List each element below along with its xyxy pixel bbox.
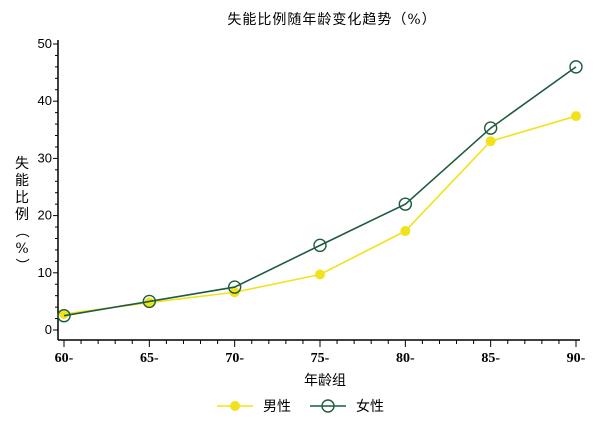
series-line <box>63 66 577 317</box>
legend-marker <box>321 399 335 413</box>
y-axis-title: 失能比例（%） <box>13 156 29 272</box>
y-axis-title-char: ） <box>13 258 29 272</box>
data-point <box>57 309 71 323</box>
data-point <box>569 60 583 74</box>
y-axis-title-char: 例 <box>15 207 29 223</box>
y-tick-label: 10 <box>38 265 52 280</box>
data-point <box>571 111 581 122</box>
y-axis-title-char: 能 <box>15 173 29 189</box>
y-axis-title-char: % <box>15 241 28 257</box>
data-point <box>398 197 413 211</box>
y-tick-label: 40 <box>38 93 52 108</box>
x-tick-label: 65- <box>140 351 159 366</box>
x-axis-title: 年龄组 <box>304 373 346 389</box>
y-ticks: 0 10 20 30 40 50 <box>38 36 58 337</box>
x-ticks: 60- 65- 70- 75- 80- 85- 90- <box>55 340 586 366</box>
x-tick-label: 90- <box>567 351 586 366</box>
y-tick-label: 20 <box>38 208 52 223</box>
series-line <box>63 115 577 315</box>
y-tick-label: 50 <box>38 36 52 51</box>
series-layer <box>57 60 583 323</box>
y-tick-label: 0 <box>45 322 52 337</box>
legend-label: 女性 <box>356 398 384 415</box>
data-point <box>313 238 327 253</box>
axes <box>57 40 580 341</box>
legend-item: 女性 <box>310 398 384 415</box>
x-tick-label: 85- <box>481 351 500 366</box>
legend-label: 男性 <box>263 399 291 415</box>
x-tick-label: 60- <box>55 351 74 366</box>
y-axis-title-char: 比 <box>15 190 29 206</box>
data-point <box>315 269 325 280</box>
data-point <box>142 294 157 309</box>
x-tick-label: 80- <box>396 351 415 366</box>
data-point <box>229 287 240 298</box>
data-point <box>483 121 498 135</box>
x-tick-label: 75- <box>311 351 330 366</box>
data-point <box>227 280 242 294</box>
y-axis-title-char: 失 <box>15 156 29 172</box>
legend-marker <box>230 401 240 411</box>
legend: 男性 女性 <box>217 398 384 415</box>
data-point <box>485 136 496 147</box>
legend-item: 男性 <box>217 399 291 415</box>
y-tick-label: 30 <box>38 150 52 165</box>
data-point <box>59 308 69 319</box>
x-tick-label: 70- <box>225 351 244 366</box>
series-2 <box>57 60 583 323</box>
data-point <box>144 297 155 308</box>
series-1 <box>59 111 581 319</box>
data-point <box>400 226 411 237</box>
y-axis-title-char: （ <box>13 224 29 238</box>
chart-title: 失能比例随年龄变化趋势（%） <box>227 12 436 28</box>
